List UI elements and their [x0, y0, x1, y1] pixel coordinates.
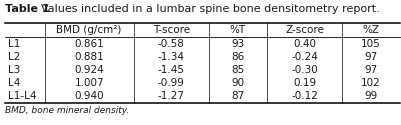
- Text: 93: 93: [231, 39, 244, 49]
- Text: L4: L4: [8, 78, 20, 88]
- Text: L1-L4: L1-L4: [8, 91, 36, 101]
- Text: Z-score: Z-score: [284, 25, 323, 35]
- Text: -1.34: -1.34: [158, 52, 184, 62]
- Text: %T: %T: [229, 25, 245, 35]
- Text: 105: 105: [360, 39, 380, 49]
- Text: -0.99: -0.99: [158, 78, 184, 88]
- Text: 87: 87: [231, 91, 244, 101]
- Text: T-score: T-score: [152, 25, 189, 35]
- Text: 99: 99: [364, 91, 377, 101]
- Text: 0.924: 0.924: [74, 65, 104, 75]
- Text: BMD (g/cm²): BMD (g/cm²): [57, 25, 122, 35]
- Text: -0.58: -0.58: [158, 39, 184, 49]
- Text: L1: L1: [8, 39, 20, 49]
- Text: 85: 85: [231, 65, 244, 75]
- Text: Table 1: Table 1: [5, 4, 49, 14]
- Text: -1.27: -1.27: [158, 91, 184, 101]
- Text: 0.40: 0.40: [292, 39, 315, 49]
- Text: 86: 86: [231, 52, 244, 62]
- Text: L2: L2: [8, 52, 20, 62]
- Text: -0.12: -0.12: [290, 91, 317, 101]
- Text: -0.30: -0.30: [290, 65, 317, 75]
- Text: -1.45: -1.45: [158, 65, 184, 75]
- Text: L3: L3: [8, 65, 20, 75]
- Text: 102: 102: [360, 78, 380, 88]
- Text: 97: 97: [364, 65, 377, 75]
- Text: 0.861: 0.861: [74, 39, 104, 49]
- Text: 97: 97: [364, 52, 377, 62]
- Text: %Z: %Z: [362, 25, 379, 35]
- Text: -0.24: -0.24: [290, 52, 317, 62]
- Text: 0.881: 0.881: [74, 52, 104, 62]
- Text: 1.007: 1.007: [74, 78, 104, 88]
- Text: 0.19: 0.19: [292, 78, 315, 88]
- Text: BMD, bone mineral density.: BMD, bone mineral density.: [5, 106, 129, 115]
- Text: Values included in a lumbar spine bone densitometry report.: Values included in a lumbar spine bone d…: [34, 4, 379, 14]
- Text: 90: 90: [231, 78, 244, 88]
- Text: 0.940: 0.940: [74, 91, 104, 101]
